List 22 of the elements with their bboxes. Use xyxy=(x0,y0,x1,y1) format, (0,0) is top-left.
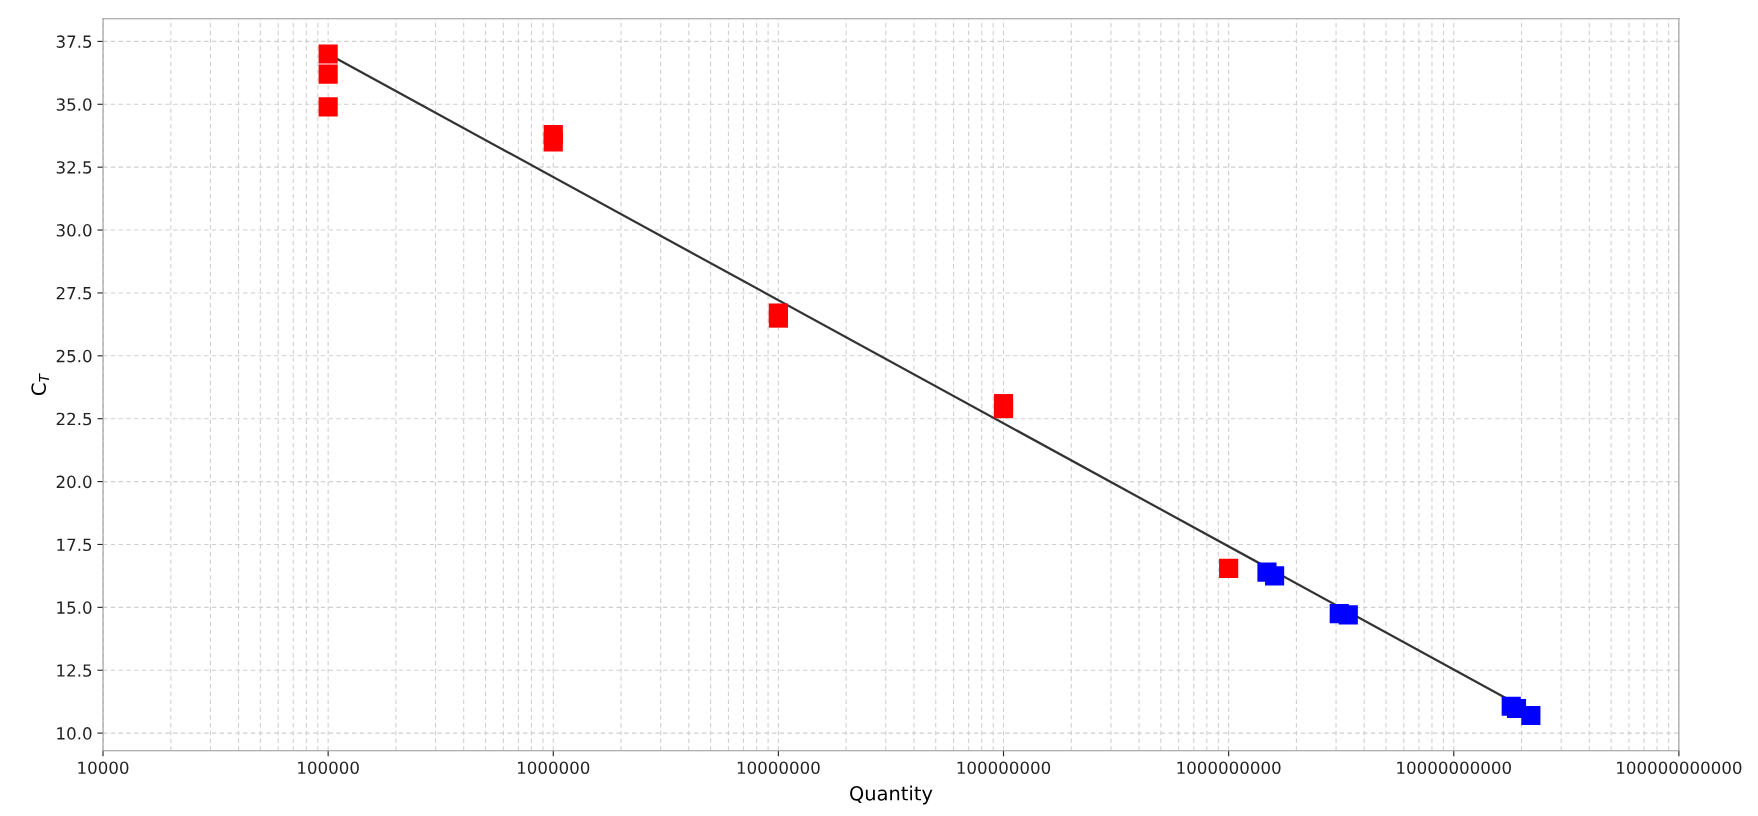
y-tick-label: 20.0 xyxy=(56,475,92,489)
y-tick-label: 10.0 xyxy=(57,727,92,740)
x-tick-label: 10000 xyxy=(78,761,129,775)
y-tick-label: 25.0 xyxy=(56,349,92,363)
y-tick-label: 12.5 xyxy=(57,664,92,677)
y-tick-label: 17.5 xyxy=(57,538,92,552)
x-tick-label: 10000000000 xyxy=(1397,761,1511,775)
x-axis-title: Quantity xyxy=(850,785,933,805)
x-tick-label: 100000000000 xyxy=(1617,761,1742,775)
y-tick-label: 30.0 xyxy=(56,224,92,237)
y-tick-label: 15.0 xyxy=(57,601,92,614)
x-tick-label: 1000000000 xyxy=(1177,761,1281,775)
y-axis-title: C$_{T}$ xyxy=(31,373,49,396)
y-tick-label: 22.5 xyxy=(56,412,92,426)
x-tick-label: 100000000 xyxy=(957,761,1051,775)
x-tick-label: 10000000 xyxy=(737,761,820,775)
y-tick-label: 32.5 xyxy=(56,161,92,174)
y-tick-label: 27.5 xyxy=(56,286,92,300)
y-tick-label: 37.5 xyxy=(56,35,92,48)
y-tick-label: 35.0 xyxy=(56,98,92,111)
x-tick-label: 1000000 xyxy=(517,761,590,775)
x-tick-label: 100000 xyxy=(298,761,359,775)
